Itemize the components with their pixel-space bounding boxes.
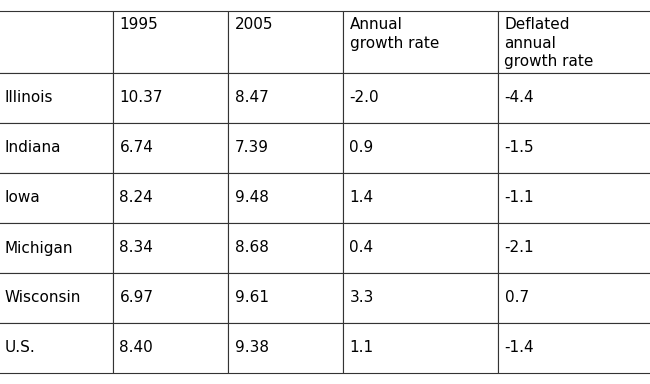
Text: -1.5: -1.5 [504, 141, 534, 156]
Bar [0, 223, 112, 273]
Bar [227, 273, 343, 323]
Text: 9.38: 9.38 [235, 341, 268, 356]
Bar [497, 273, 650, 323]
Text: 1.1: 1.1 [350, 341, 374, 356]
Bar [112, 123, 228, 173]
Bar [227, 123, 343, 173]
Text: 8.68: 8.68 [235, 240, 268, 255]
Bar [497, 11, 650, 73]
Bar [343, 223, 497, 273]
Bar [0, 173, 112, 223]
Bar [343, 173, 497, 223]
Text: Deflated
annual
growth rate: Deflated annual growth rate [504, 17, 594, 69]
Text: 9.61: 9.61 [235, 291, 268, 306]
Bar [227, 323, 343, 373]
Bar [497, 323, 650, 373]
Text: Wisconsin: Wisconsin [5, 291, 81, 306]
Text: -1.4: -1.4 [504, 341, 534, 356]
Text: 8.47: 8.47 [235, 91, 268, 106]
Text: 8.24: 8.24 [120, 190, 153, 205]
Bar [0, 273, 112, 323]
Text: Illinois: Illinois [5, 91, 53, 106]
Text: 3.3: 3.3 [350, 291, 374, 306]
Text: 1995: 1995 [120, 17, 158, 32]
Bar [112, 73, 228, 123]
Bar [0, 123, 112, 173]
Bar [112, 323, 228, 373]
Bar [227, 11, 343, 73]
Text: 2005: 2005 [235, 17, 273, 32]
Text: 0.9: 0.9 [350, 141, 374, 156]
Text: 6.97: 6.97 [120, 291, 153, 306]
Bar [0, 323, 112, 373]
Text: 10.37: 10.37 [120, 91, 163, 106]
Bar [227, 223, 343, 273]
Text: Annual
growth rate: Annual growth rate [350, 17, 439, 51]
Bar [343, 11, 497, 73]
Text: 6.74: 6.74 [120, 141, 153, 156]
Bar [112, 173, 228, 223]
Text: Michigan: Michigan [5, 240, 73, 255]
Bar [343, 323, 497, 373]
Text: 0.4: 0.4 [350, 240, 374, 255]
Text: -1.1: -1.1 [504, 190, 534, 205]
Text: -4.4: -4.4 [504, 91, 534, 106]
Text: -2.1: -2.1 [504, 240, 534, 255]
Text: Iowa: Iowa [5, 190, 40, 205]
Bar [497, 123, 650, 173]
Bar [497, 73, 650, 123]
Bar [343, 123, 497, 173]
Text: 8.34: 8.34 [120, 240, 153, 255]
Bar [227, 173, 343, 223]
Bar [227, 73, 343, 123]
Bar [497, 223, 650, 273]
Bar [112, 223, 228, 273]
Bar [112, 11, 228, 73]
Bar [0, 73, 112, 123]
Text: 8.40: 8.40 [120, 341, 153, 356]
Text: Indiana: Indiana [5, 141, 61, 156]
Bar [343, 73, 497, 123]
Bar [0, 11, 112, 73]
Text: 7.39: 7.39 [235, 141, 268, 156]
Bar [112, 273, 228, 323]
Text: 1.4: 1.4 [350, 190, 374, 205]
Text: 0.7: 0.7 [504, 291, 528, 306]
Text: U.S.: U.S. [5, 341, 35, 356]
Bar [497, 173, 650, 223]
Bar [343, 273, 497, 323]
Text: 9.48: 9.48 [235, 190, 268, 205]
Text: -2.0: -2.0 [350, 91, 379, 106]
